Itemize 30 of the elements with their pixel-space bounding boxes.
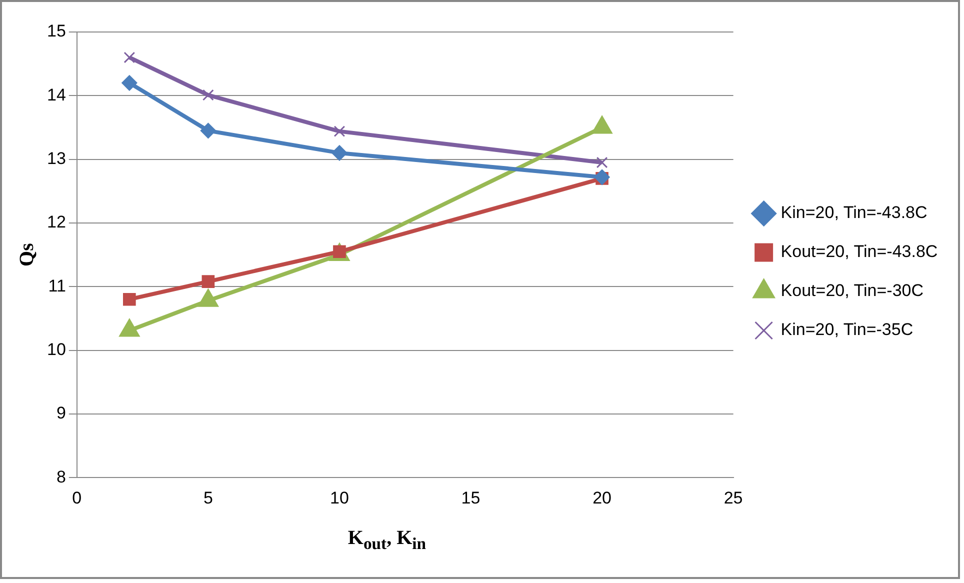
point xyxy=(123,292,136,306)
x-axis-title: K$_{out}$, K$_{in}$ xyxy=(346,527,428,554)
point xyxy=(596,156,608,168)
x-tick-label: 10 xyxy=(330,488,349,508)
y-axis-title: Qs xyxy=(16,242,38,266)
y-tick-label: 15 xyxy=(46,22,66,41)
legend-label: Kin=20, Tin=-43.8C xyxy=(780,203,928,222)
point xyxy=(332,145,348,161)
y-tick-label: 11 xyxy=(48,276,66,296)
x-tick-label: 0 xyxy=(72,488,82,508)
y-tick-label: 10 xyxy=(46,340,66,359)
point xyxy=(200,122,216,138)
x-tick-label: 20 xyxy=(592,488,612,508)
y-tick-label: 14 xyxy=(46,85,66,104)
legend-label: Kout=20, Tin=-43.8C xyxy=(780,242,938,262)
y-tick-label: 13 xyxy=(46,149,66,168)
x-tick-label: 5 xyxy=(203,488,213,508)
legend-label: Kin=20, Tin=-35C xyxy=(780,320,914,340)
point xyxy=(124,52,136,64)
point xyxy=(334,126,346,138)
legend-label: Kout=20, Tin=-30C xyxy=(780,281,924,300)
y-tick-label: 12 xyxy=(46,212,66,232)
point xyxy=(202,275,215,288)
x-tick-label: 25 xyxy=(724,488,743,508)
point xyxy=(202,89,214,101)
x-tick-label: 15 xyxy=(461,488,480,508)
y-tick-label: 9 xyxy=(56,404,66,423)
point xyxy=(594,169,610,185)
point xyxy=(122,75,138,91)
y-tick-label: 8 xyxy=(56,467,66,486)
